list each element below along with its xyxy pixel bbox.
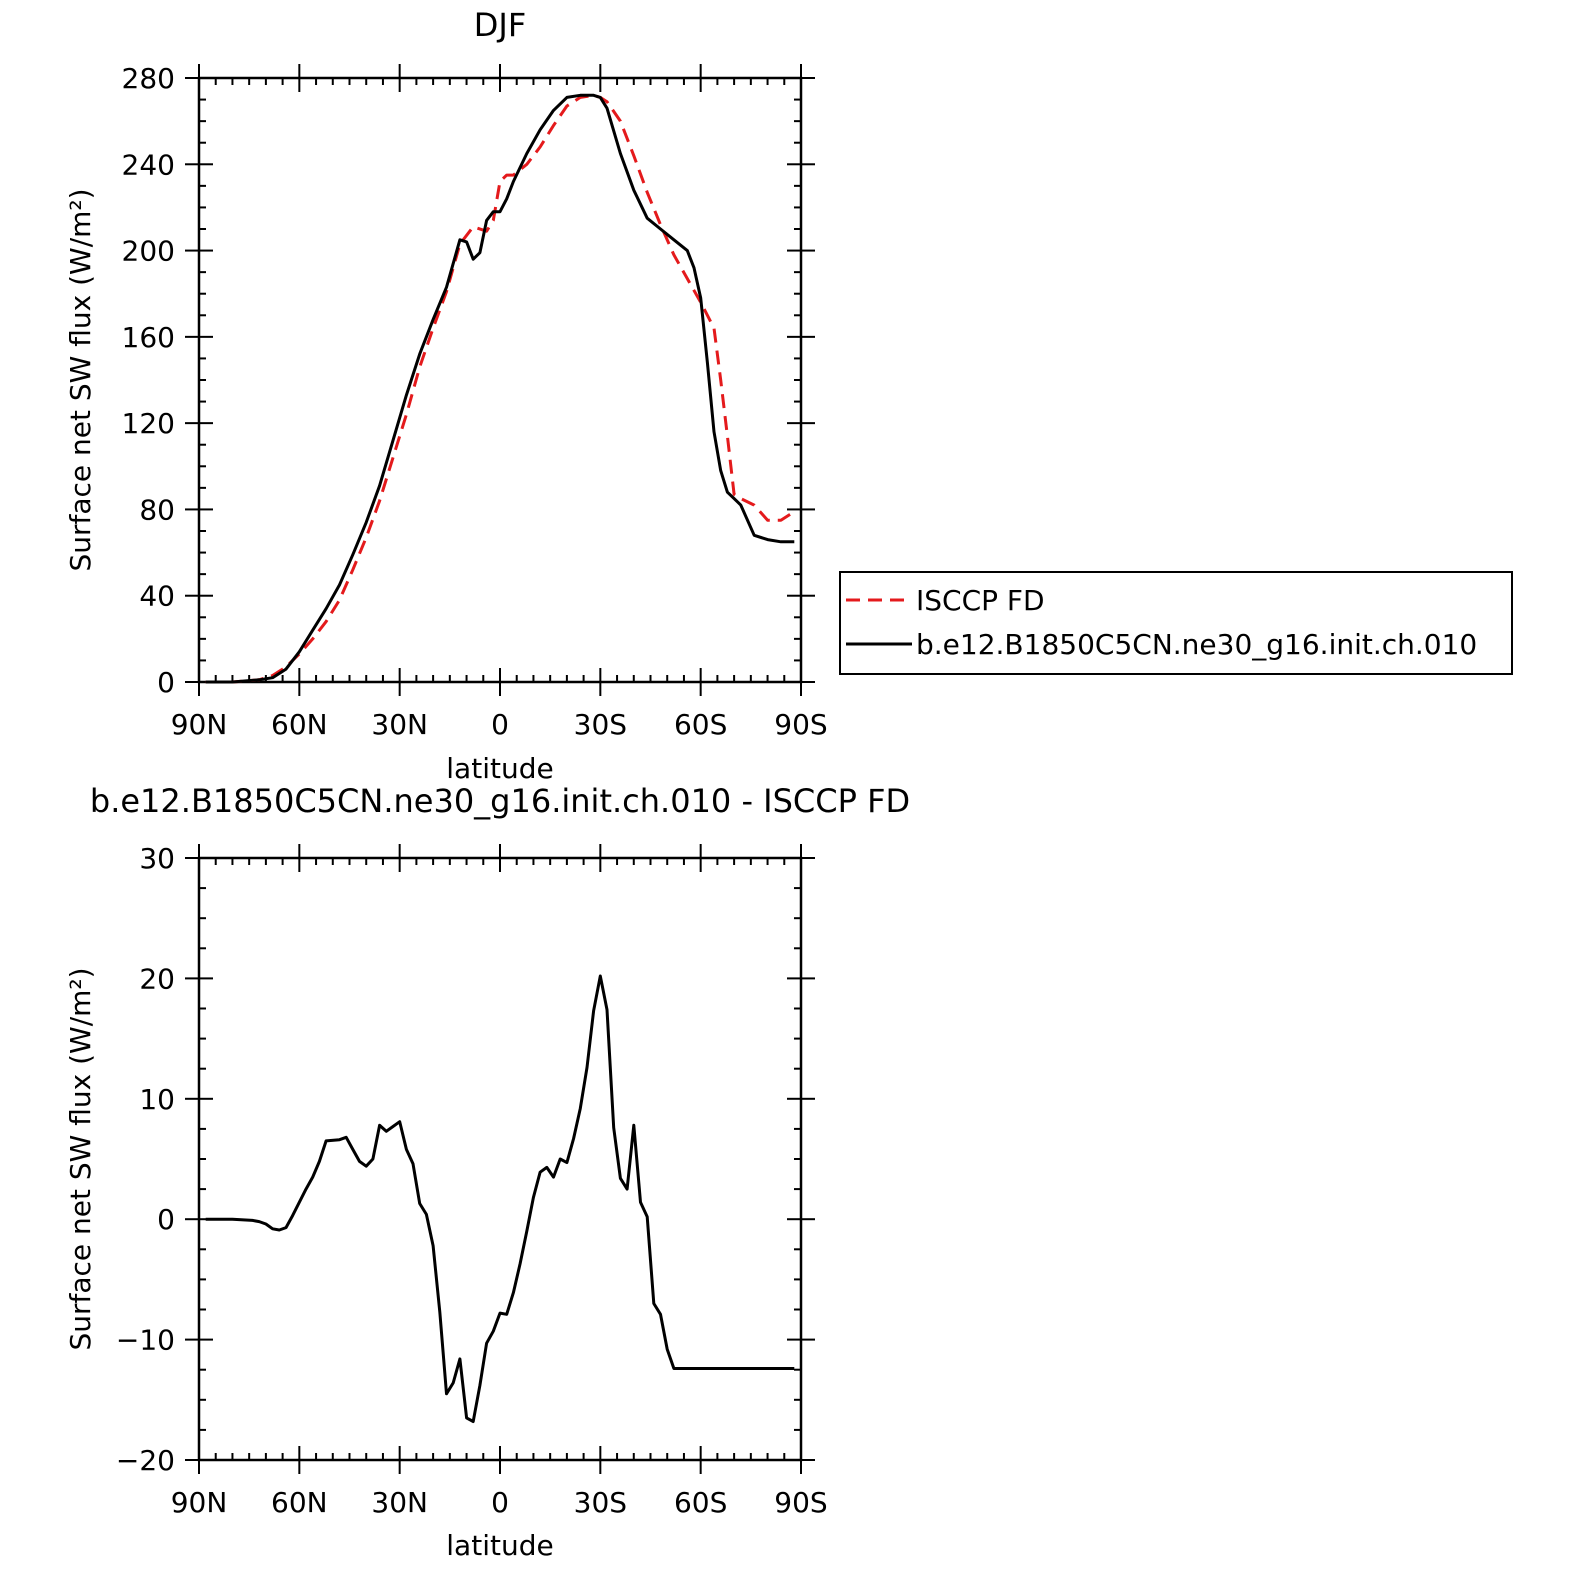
y-tick-label: 10 [139, 1083, 175, 1116]
y-axis-title: Surface net SW flux (W/m²) [64, 967, 97, 1350]
x-tick-label: 60N [271, 1486, 328, 1519]
legend-box [839, 571, 1513, 675]
legend-label-2: b.e12.B1850C5CN.ne30_g16.init.ch.010 [916, 628, 1477, 661]
y-tick-label: 30 [139, 842, 175, 875]
y-tick-label: −10 [116, 1324, 175, 1357]
x-tick-label: 30N [371, 708, 428, 741]
y-tick-label: 160 [122, 321, 175, 354]
x-axis-title: latitude [446, 1529, 553, 1562]
y-tick-label: 40 [139, 580, 175, 613]
x-tick-label: 60S [674, 708, 727, 741]
y-tick-label: 0 [157, 666, 175, 699]
y-tick-label: 120 [122, 407, 175, 440]
x-tick-label: 60S [674, 1486, 727, 1519]
x-axis-title: latitude [446, 752, 553, 785]
y-tick-label: 280 [122, 62, 175, 95]
x-tick-label: 30N [371, 1486, 428, 1519]
x-tick-label: 90N [171, 708, 228, 741]
y-tick-label: 240 [122, 148, 175, 181]
x-tick-label: 0 [491, 708, 509, 741]
x-tick-label: 90S [774, 708, 827, 741]
x-tick-label: 60N [271, 708, 328, 741]
y-tick-label: 200 [122, 235, 175, 268]
x-tick-label: 90S [774, 1486, 827, 1519]
plot-title: DJF [474, 6, 526, 44]
x-tick-label: 0 [491, 1486, 509, 1519]
legend-label-1: ISCCP FD [916, 584, 1045, 617]
series-line-2 [205, 93, 795, 684]
x-tick-label: 90N [171, 1486, 228, 1519]
y-tick-label: 20 [139, 962, 175, 995]
y-axis-title: Surface net SW flux (W/m²) [64, 188, 97, 571]
x-tick-label: 30S [574, 708, 627, 741]
x-tick-label: 30S [574, 1486, 627, 1519]
series-line-1 [205, 93, 796, 684]
y-tick-label: −20 [116, 1444, 175, 1477]
y-tick-label: 0 [157, 1203, 175, 1236]
series-line-1 [205, 974, 795, 1423]
plot-title: b.e12.B1850C5CN.ne30_g16.init.ch.010 - I… [90, 782, 910, 820]
y-tick-label: 80 [139, 493, 175, 526]
plot-frame [197, 76, 803, 684]
